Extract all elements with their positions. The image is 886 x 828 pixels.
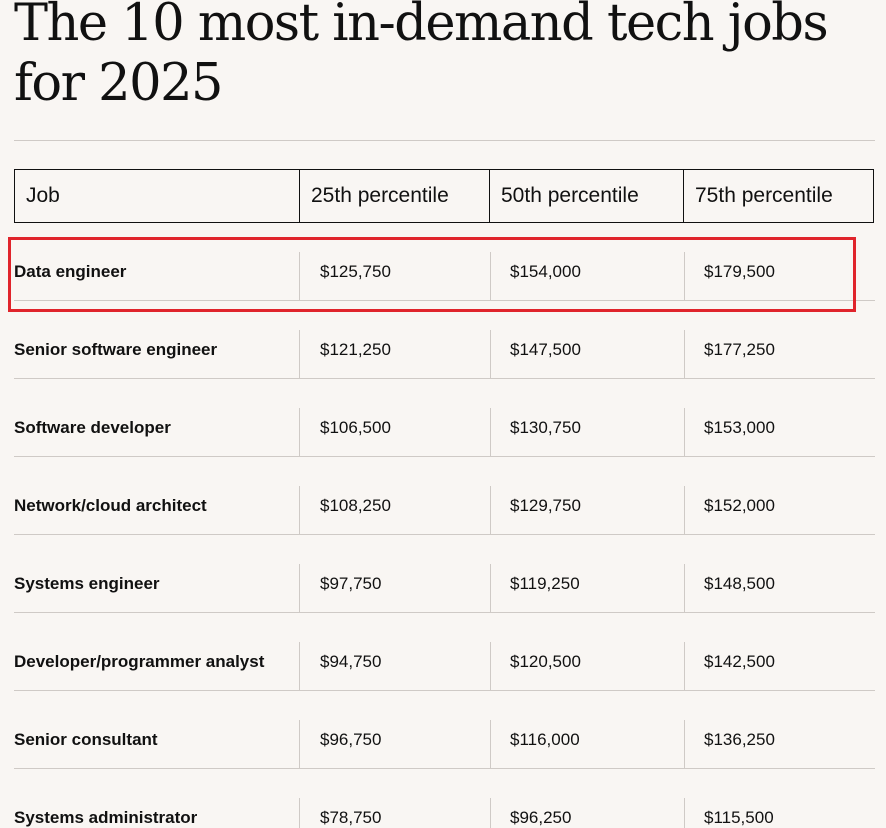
p75-cell: $179,500 [684, 252, 875, 300]
p75-cell: $152,000 [684, 486, 875, 534]
p75-cell: $136,250 [684, 720, 875, 768]
title-divider [14, 140, 875, 141]
table-row: Data engineer $125,750 $154,000 $179,500 [14, 223, 875, 301]
table-row: Developer/programmer analyst $94,750 $12… [14, 613, 875, 691]
p25-cell: $94,750 [299, 642, 490, 690]
job-cell: Systems administrator [14, 808, 198, 827]
p50-cell: $147,500 [490, 330, 684, 378]
p25-cell: $97,750 [299, 564, 490, 612]
p50-cell: $154,000 [490, 252, 684, 300]
p25-cell: $108,250 [299, 486, 490, 534]
p75-cell: $153,000 [684, 408, 875, 456]
p50-cell: $120,500 [490, 642, 684, 690]
table-row: Systems engineer $97,750 $119,250 $148,5… [14, 535, 875, 613]
p50-cell: $129,750 [490, 486, 684, 534]
job-cell: Developer/programmer analyst [14, 652, 265, 671]
table-row: Systems administrator $78,750 $96,250 $1… [14, 769, 875, 828]
p50-cell: $119,250 [490, 564, 684, 612]
table-row: Network/cloud architect $108,250 $129,75… [14, 457, 875, 535]
table-row: Senior consultant $96,750 $116,000 $136,… [14, 691, 875, 769]
table-row: Software developer $106,500 $130,750 $15… [14, 379, 875, 457]
job-cell: Senior software engineer [14, 340, 218, 359]
table-header: Job 25th percentile 50th percentile 75th… [14, 169, 875, 223]
p75-cell: $177,250 [684, 330, 875, 378]
header-50th-percentile: 50th percentile [489, 169, 684, 223]
job-cell: Senior consultant [14, 730, 158, 749]
p50-cell: $96,250 [490, 798, 684, 828]
header-job: Job [14, 169, 300, 223]
table-body: Data engineer $125,750 $154,000 $179,500… [14, 223, 875, 828]
p25-cell: $96,750 [299, 720, 490, 768]
p25-cell: $121,250 [299, 330, 490, 378]
p25-cell: $106,500 [299, 408, 490, 456]
p75-cell: $115,500 [684, 798, 875, 828]
p50-cell: $116,000 [490, 720, 684, 768]
p25-cell: $125,750 [299, 252, 490, 300]
page-title: The 10 most in-demand tech jobs for 2025 [14, 0, 829, 113]
header-25th-percentile: 25th percentile [299, 169, 490, 223]
p75-cell: $148,500 [684, 564, 875, 612]
job-cell: Systems engineer [14, 574, 160, 593]
job-cell: Network/cloud architect [14, 496, 207, 515]
job-cell: Software developer [14, 418, 171, 437]
p25-cell: $78,750 [299, 798, 490, 828]
job-cell: Data engineer [14, 262, 127, 281]
p75-cell: $142,500 [684, 642, 875, 690]
table-row: Senior software engineer $121,250 $147,5… [14, 301, 875, 379]
p50-cell: $130,750 [490, 408, 684, 456]
header-75th-percentile: 75th percentile [683, 169, 874, 223]
